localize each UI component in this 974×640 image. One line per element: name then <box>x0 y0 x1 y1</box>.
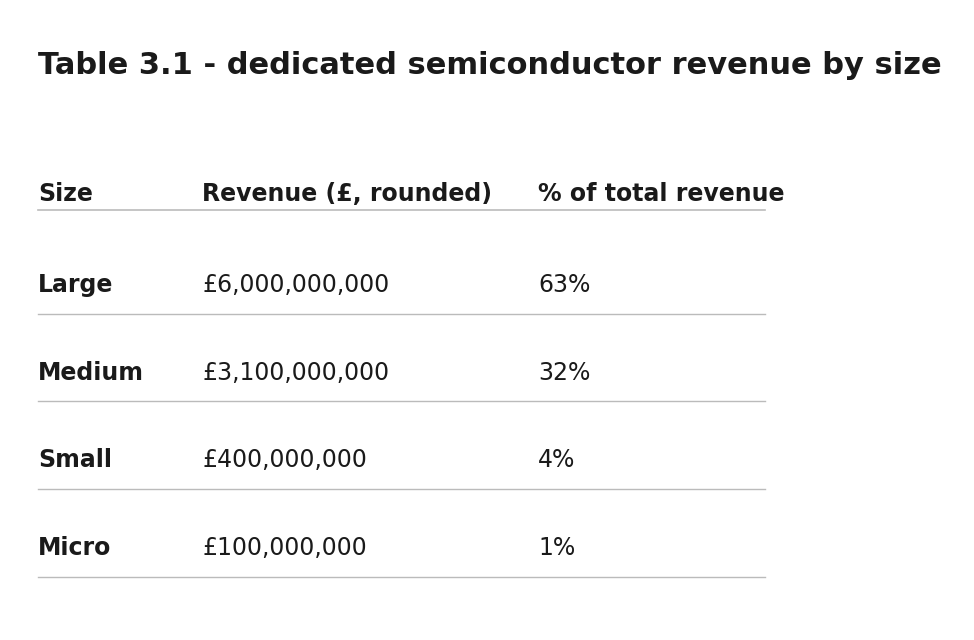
Text: Size: Size <box>38 182 94 206</box>
Text: £6,000,000,000: £6,000,000,000 <box>203 273 390 297</box>
Text: £100,000,000: £100,000,000 <box>203 536 367 560</box>
Text: Large: Large <box>38 273 114 297</box>
Text: 4%: 4% <box>538 449 576 472</box>
Text: £3,100,000,000: £3,100,000,000 <box>203 361 390 385</box>
Text: Micro: Micro <box>38 536 112 560</box>
Text: 1%: 1% <box>538 536 576 560</box>
Text: % of total revenue: % of total revenue <box>538 182 785 206</box>
Text: Small: Small <box>38 449 112 472</box>
Text: Revenue (£, rounded): Revenue (£, rounded) <box>203 182 492 206</box>
Text: 63%: 63% <box>538 273 590 297</box>
Text: 32%: 32% <box>538 361 590 385</box>
Text: £400,000,000: £400,000,000 <box>203 449 367 472</box>
Text: Medium: Medium <box>38 361 144 385</box>
Text: Table 3.1 - dedicated semiconductor revenue by size: Table 3.1 - dedicated semiconductor reve… <box>38 51 942 80</box>
